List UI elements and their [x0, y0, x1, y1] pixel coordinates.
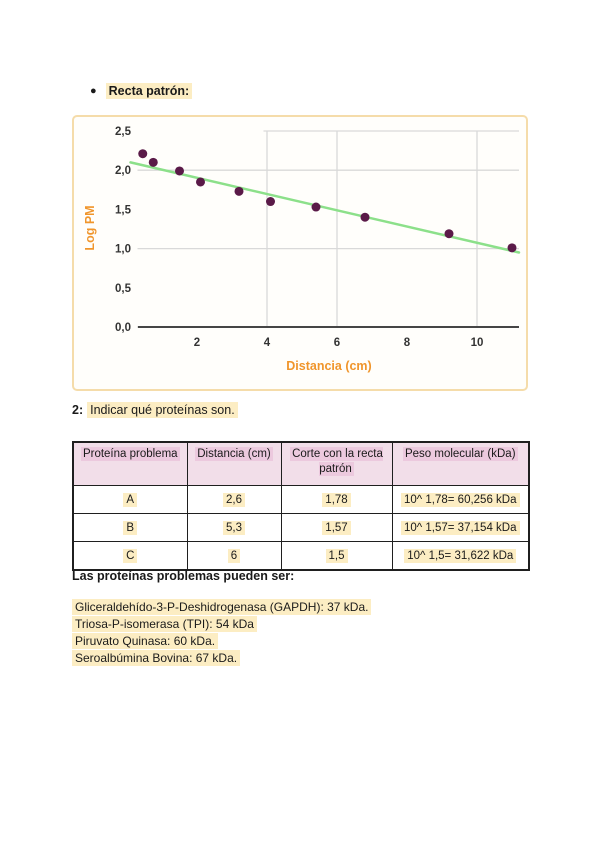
data-point: [175, 166, 184, 176]
table-header-cell: Proteína problema: [72, 441, 188, 486]
protein-list-item-text: Piruvato Quinasa: 60 kDa.: [72, 633, 219, 649]
table-row: B 5,3 1,57 10^ 1,57= 37,154 kDa: [72, 513, 530, 542]
recta-patron-label: Recta patrón:: [105, 83, 193, 99]
chart-container: 2,5 2,0 1,5 1,0 0,5 0,0 2 4 6 8 10 Log PM Distancia …: [72, 115, 528, 391]
recta-patron-heading: ● Recta patrón:: [90, 83, 193, 99]
protein-list-item-text: Gliceraldehído-3-P-Deshidrogenasa (GAPDH…: [72, 599, 372, 615]
y-axis-title: Log PM: [83, 205, 97, 250]
table-cell-text: A: [123, 492, 138, 507]
y-tick-label: 1,5: [115, 204, 132, 216]
table-cell-text: B: [123, 520, 138, 535]
x-tick-label: 8: [404, 337, 411, 349]
table-body: A 2,6 1,78 10^ 1,78= 60,256 kDa B 5,3 1,57 10^ …: [72, 485, 530, 571]
y-tick-label: 1,0: [115, 244, 131, 256]
table-cell-text: 1,57: [322, 520, 351, 535]
table-head: Proteína problema Distancia (cm) Corte con…: [72, 441, 530, 486]
table-cell: 10^ 1,78= 60,256 kDa: [391, 485, 530, 514]
table-cell: 6: [186, 541, 282, 571]
data-point: [444, 229, 454, 239]
recta-patron-chart: 2,5 2,0 1,5 1,0 0,5 0,0 2 4 6 8 10 Log PM Distancia …: [83, 126, 521, 373]
x-tick-label: 6: [334, 337, 340, 349]
protein-list-item: Seroalbúmina Bovina: 67 kDa.: [72, 650, 371, 667]
table-cell: A: [72, 485, 188, 514]
table-header-text: Proteína problema: [80, 447, 180, 461]
x-tick-label: 10: [471, 337, 484, 349]
table-header-row: Proteína problema Distancia (cm) Corte con…: [72, 441, 530, 486]
table-header-text: Peso molecular (kDa): [402, 447, 518, 461]
protein-list-item: Triosa-P-isomerasa (TPI): 54 kDa: [72, 616, 371, 633]
table-cell-text: 1,5: [325, 548, 348, 563]
table-row: C 6 1,5 10^ 1,5= 31,622 kDa: [72, 541, 530, 571]
table-header-cell: Corte con la recta patrón: [280, 441, 393, 486]
data-point: [266, 197, 275, 207]
protein-list-item-text: Seroalbúmina Bovina: 67 kDa.: [72, 650, 241, 666]
table-cell: 10^ 1,5= 31,622 kDa: [391, 541, 530, 571]
table-cell: 1,57: [280, 513, 393, 542]
table-cell: 10^ 1,57= 37,154 kDa: [391, 513, 530, 542]
x-tick-label: 2: [194, 337, 200, 349]
table-cell-text: 5,3: [223, 520, 245, 535]
table-cell: 1,78: [280, 485, 393, 514]
y-tick-label: 0,5: [115, 283, 132, 295]
table-row: A 2,6 1,78 10^ 1,78= 60,256 kDa: [72, 485, 530, 514]
data-point: [360, 212, 370, 222]
table-cell-text: 10^ 1,78= 60,256 kDa: [401, 492, 520, 507]
data-point: [507, 243, 517, 253]
table-header-text: Corte con la recta patrón: [290, 447, 383, 476]
section2-heading: 2: Indicar qué proteínas son.: [72, 402, 238, 418]
table-cell: B: [72, 513, 188, 542]
table-cell: 5,3: [186, 513, 282, 542]
data-point: [196, 177, 205, 187]
data-point: [148, 157, 158, 167]
table-header-cell: Peso molecular (kDa): [391, 441, 530, 486]
protein-list-item: Gliceraldehído-3-P-Deshidrogenasa (GAPDH…: [72, 599, 372, 616]
conclusion-title: Las proteínas problemas pueden ser:: [72, 569, 295, 583]
protein-list-item-text: Triosa-P-isomerasa (TPI): 54 kDa: [72, 616, 257, 632]
data-point: [311, 202, 321, 212]
table-cell-text: C: [123, 548, 138, 563]
table-cell: 1,5: [280, 541, 393, 571]
table-header-text: Distancia (cm): [195, 447, 273, 461]
table-cell-text: 10^ 1,5= 31,622 kDa: [404, 548, 517, 563]
trendline: [129, 161, 521, 254]
table-cell: C: [72, 541, 188, 571]
x-axis-title: Distancia (cm): [286, 359, 371, 373]
section2-text: Indicar qué proteínas son.: [87, 402, 238, 418]
data-point: [138, 149, 148, 159]
y-tick-label: 0,0: [115, 322, 131, 334]
proteins-table: Proteína problema Distancia (cm) Corte con…: [72, 441, 530, 571]
table-header-cell: Distancia (cm): [186, 441, 282, 486]
table-cell-text: 2,6: [223, 492, 245, 507]
data-point: [234, 186, 244, 196]
table-cell: 2,6: [186, 485, 282, 514]
y-tick-label: 2,5: [115, 126, 132, 138]
y-tick-label: 2,0: [115, 165, 131, 177]
table-cell-text: 6: [227, 548, 241, 563]
x-tick-label: 4: [264, 337, 271, 349]
bullet-icon: ●: [90, 85, 97, 97]
table-cell-text: 1,78: [322, 492, 351, 507]
table-cell-text: 10^ 1,57= 37,154 kDa: [401, 520, 520, 535]
protein-list: Gliceraldehído-3-P-Deshidrogenasa (GAPDH…: [72, 599, 372, 667]
protein-list-item: Piruvato Quinasa: 60 kDa.: [72, 633, 371, 650]
section2-number: 2:: [72, 403, 84, 417]
